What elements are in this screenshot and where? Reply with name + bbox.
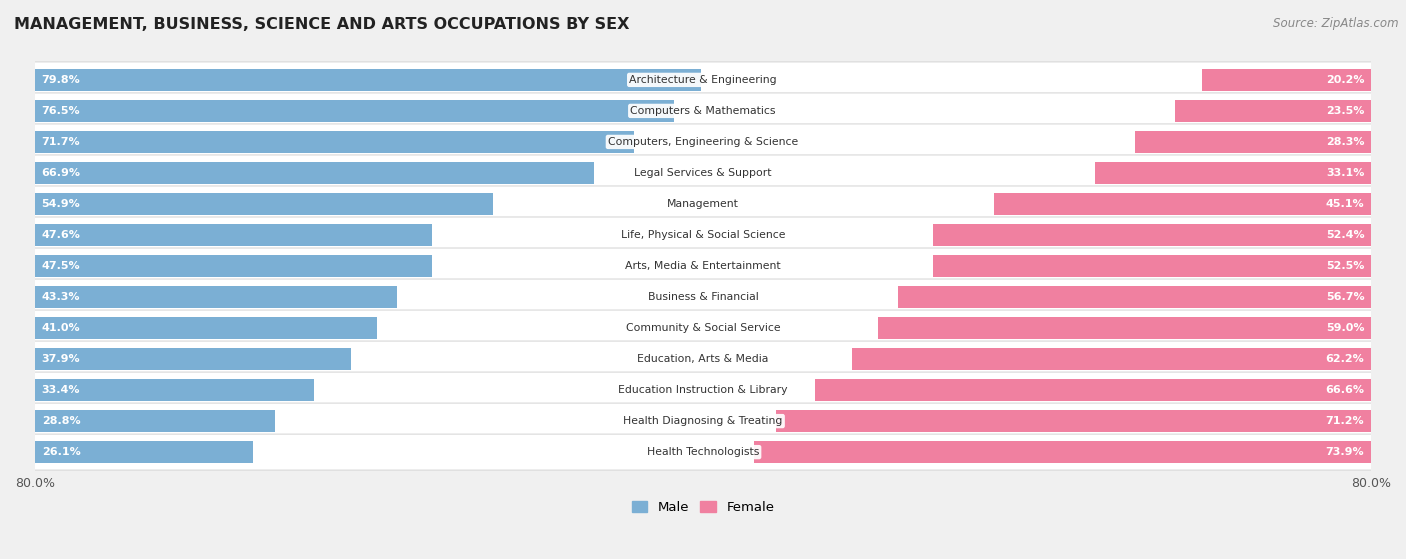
Bar — [994, 193, 1371, 215]
Text: Architecture & Engineering: Architecture & Engineering — [630, 75, 776, 85]
Text: 28.8%: 28.8% — [42, 416, 80, 426]
Bar — [934, 224, 1371, 246]
Bar — [35, 286, 396, 308]
Bar — [35, 162, 593, 184]
Bar — [776, 410, 1371, 432]
FancyBboxPatch shape — [34, 341, 1372, 377]
Bar — [35, 348, 352, 370]
Text: Computers, Engineering & Science: Computers, Engineering & Science — [607, 137, 799, 147]
Text: 66.9%: 66.9% — [42, 168, 80, 178]
Bar — [1135, 131, 1371, 153]
Text: 20.2%: 20.2% — [1326, 75, 1364, 85]
Bar — [879, 317, 1371, 339]
Bar — [932, 255, 1371, 277]
Bar — [897, 286, 1371, 308]
Text: 33.4%: 33.4% — [42, 385, 80, 395]
Text: Arts, Media & Entertainment: Arts, Media & Entertainment — [626, 261, 780, 271]
Text: Life, Physical & Social Science: Life, Physical & Social Science — [621, 230, 785, 240]
Bar — [35, 255, 432, 277]
Text: Business & Financial: Business & Financial — [648, 292, 758, 302]
FancyBboxPatch shape — [34, 62, 1372, 98]
Bar — [35, 193, 494, 215]
Text: MANAGEMENT, BUSINESS, SCIENCE AND ARTS OCCUPATIONS BY SEX: MANAGEMENT, BUSINESS, SCIENCE AND ARTS O… — [14, 17, 630, 32]
Bar — [1175, 100, 1371, 122]
FancyBboxPatch shape — [34, 155, 1372, 191]
Text: 54.9%: 54.9% — [42, 199, 80, 209]
Text: Management: Management — [666, 199, 740, 209]
Text: 41.0%: 41.0% — [42, 323, 80, 333]
Text: 26.1%: 26.1% — [42, 447, 80, 457]
Text: Health Technologists: Health Technologists — [647, 447, 759, 457]
Text: 45.1%: 45.1% — [1326, 199, 1364, 209]
Bar — [35, 131, 634, 153]
Text: 56.7%: 56.7% — [1326, 292, 1364, 302]
Text: 37.9%: 37.9% — [42, 354, 80, 364]
Bar — [852, 348, 1371, 370]
Bar — [35, 410, 276, 432]
Text: Education, Arts & Media: Education, Arts & Media — [637, 354, 769, 364]
Text: Health Diagnosing & Treating: Health Diagnosing & Treating — [623, 416, 783, 426]
Legend: Male, Female: Male, Female — [626, 496, 780, 519]
FancyBboxPatch shape — [34, 372, 1372, 408]
Text: Education Instruction & Library: Education Instruction & Library — [619, 385, 787, 395]
Text: 76.5%: 76.5% — [42, 106, 80, 116]
FancyBboxPatch shape — [34, 434, 1372, 470]
Text: 43.3%: 43.3% — [42, 292, 80, 302]
Text: 52.4%: 52.4% — [1326, 230, 1364, 240]
Text: 71.7%: 71.7% — [42, 137, 80, 147]
Text: 59.0%: 59.0% — [1326, 323, 1364, 333]
Bar — [815, 379, 1371, 401]
Text: 23.5%: 23.5% — [1326, 106, 1364, 116]
FancyBboxPatch shape — [34, 93, 1372, 129]
FancyBboxPatch shape — [34, 217, 1372, 253]
Text: 28.3%: 28.3% — [1326, 137, 1364, 147]
Bar — [35, 317, 377, 339]
Text: 52.5%: 52.5% — [1326, 261, 1364, 271]
Bar — [35, 379, 314, 401]
Text: Source: ZipAtlas.com: Source: ZipAtlas.com — [1274, 17, 1399, 30]
FancyBboxPatch shape — [34, 310, 1372, 346]
Text: 47.5%: 47.5% — [42, 261, 80, 271]
Text: 79.8%: 79.8% — [42, 75, 80, 85]
Bar — [1202, 69, 1371, 91]
Text: 62.2%: 62.2% — [1326, 354, 1364, 364]
Bar — [35, 224, 433, 246]
Bar — [35, 100, 673, 122]
FancyBboxPatch shape — [34, 403, 1372, 439]
FancyBboxPatch shape — [34, 279, 1372, 315]
Bar — [754, 441, 1371, 463]
Text: 71.2%: 71.2% — [1326, 416, 1364, 426]
Text: 73.9%: 73.9% — [1326, 447, 1364, 457]
FancyBboxPatch shape — [34, 124, 1372, 160]
FancyBboxPatch shape — [34, 186, 1372, 222]
Bar — [35, 69, 702, 91]
Text: Computers & Mathematics: Computers & Mathematics — [630, 106, 776, 116]
Bar — [35, 441, 253, 463]
Text: 33.1%: 33.1% — [1326, 168, 1364, 178]
FancyBboxPatch shape — [34, 248, 1372, 284]
Bar — [1095, 162, 1371, 184]
Text: Community & Social Service: Community & Social Service — [626, 323, 780, 333]
Text: 47.6%: 47.6% — [42, 230, 80, 240]
Text: 66.6%: 66.6% — [1326, 385, 1364, 395]
Text: Legal Services & Support: Legal Services & Support — [634, 168, 772, 178]
